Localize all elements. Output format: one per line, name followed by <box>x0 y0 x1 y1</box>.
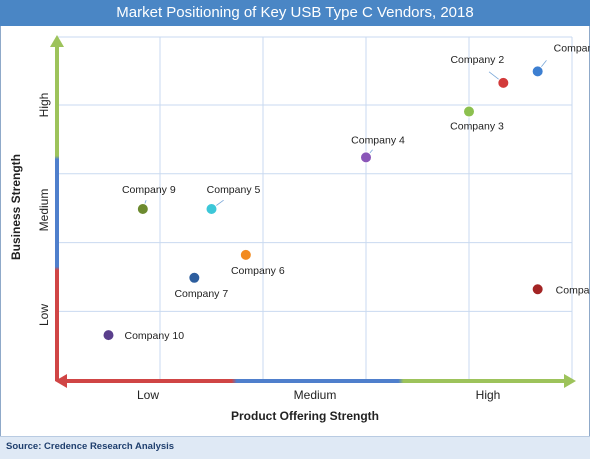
data-point <box>239 248 252 261</box>
data-point <box>360 151 372 164</box>
y-axis-line <box>55 45 59 381</box>
data-point <box>463 105 475 118</box>
data-point <box>102 329 115 342</box>
source-bar: Source: Credence Research Analysis <box>0 436 590 459</box>
data-point <box>497 76 510 89</box>
x-axis-title: Product Offering Strength <box>231 409 379 423</box>
data-label: Company 7 <box>174 288 228 300</box>
data-label: Company 10 <box>125 330 185 342</box>
source-text: Source: Credence Research Analysis <box>6 441 175 452</box>
x-tick-label: Medium <box>294 388 337 402</box>
y-axis-arrowhead <box>50 35 64 47</box>
y-tick-label: Medium <box>37 189 51 232</box>
data-point <box>188 271 201 284</box>
data-point <box>205 203 218 215</box>
data-label: Company 6 <box>231 265 285 277</box>
x-tick-label: Low <box>137 388 159 402</box>
data-label: Company 4 <box>351 134 405 146</box>
scatter-plot: Low Medium High Low Medium High Product Offeri… <box>9 35 590 423</box>
y-tick-label: Low <box>37 304 51 326</box>
y-axis-title: Business Strength <box>9 154 23 260</box>
x-axis-arrowhead-right <box>564 374 576 388</box>
data-point <box>531 283 544 296</box>
data-label: Company 9 <box>122 184 176 196</box>
data-label: Company 3 <box>450 121 504 133</box>
x-axis-line <box>65 379 570 383</box>
data-label: Company 5 <box>207 184 261 196</box>
chart-title: Market Positioning of Key USB Type C Ven… <box>0 0 590 26</box>
data-label: Company 2 <box>450 54 504 66</box>
y-tick-label: High <box>37 93 51 118</box>
data-label: Company 1 <box>554 42 590 54</box>
data-point <box>136 203 149 215</box>
data-point <box>531 65 544 78</box>
x-axis-arrowhead-left <box>55 374 67 388</box>
data-label: Company 8 <box>556 284 590 296</box>
x-tick-label: High <box>476 388 501 402</box>
